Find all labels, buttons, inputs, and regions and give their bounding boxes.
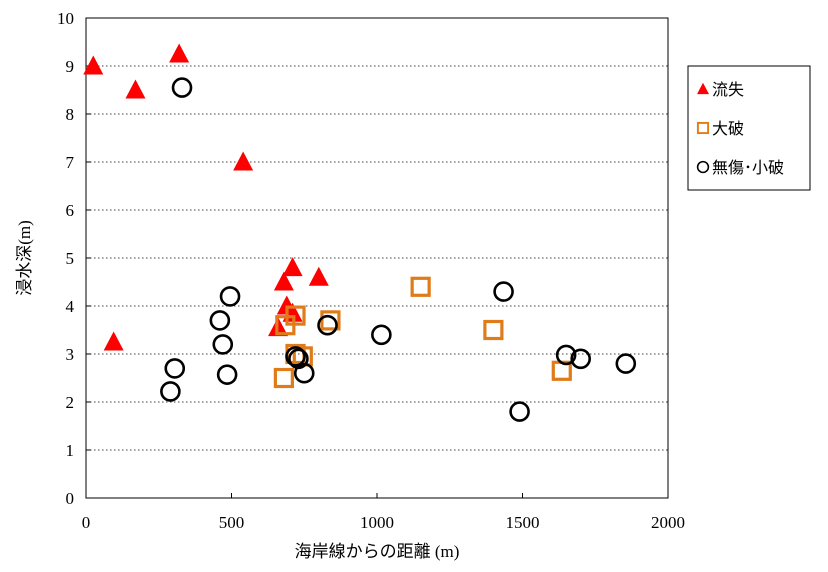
triangle-point [282, 257, 303, 277]
circle-point [216, 364, 238, 385]
circle-point [160, 381, 181, 402]
x-tick-label: 2000 [651, 513, 685, 532]
legend-marker [696, 121, 710, 135]
triangle-point [273, 271, 294, 291]
circle-point [371, 324, 392, 346]
square-point [273, 367, 294, 389]
y-tick-label: 5 [66, 249, 75, 268]
y-tick-label: 7 [66, 153, 75, 172]
data-points [83, 43, 637, 422]
legend-marker [696, 160, 710, 174]
circle-point [171, 77, 193, 98]
triangle-point [125, 79, 146, 99]
series-open-circle [160, 77, 637, 422]
legend-label: 無傷･小破 [712, 159, 784, 177]
gridlines [86, 65, 668, 451]
y-tick-label: 8 [66, 105, 75, 124]
triangle-point [83, 55, 104, 75]
y-tick-label: 0 [66, 489, 75, 508]
circle-point [317, 314, 338, 336]
y-axis-label: 浸水深(m) [15, 220, 34, 296]
circle-point [212, 334, 234, 355]
y-tick-label: 9 [66, 57, 75, 76]
legend-marker [697, 82, 709, 95]
x-tick-label: 1000 [360, 513, 394, 532]
triangle-point [169, 43, 190, 63]
x-tick-label: 500 [219, 513, 245, 532]
y-tick-label: 2 [66, 393, 75, 412]
square-point [320, 310, 341, 331]
triangle-point [233, 151, 254, 171]
square-point [483, 319, 504, 341]
circle-point [493, 281, 514, 302]
circle-point [219, 286, 241, 307]
circle-point [615, 353, 637, 374]
circle-point [285, 346, 306, 367]
circle-point [164, 358, 186, 379]
circle-point [293, 362, 315, 384]
y-tick-label: 10 [57, 9, 74, 28]
y-tick-label: 4 [66, 297, 75, 316]
y-tick-label: 3 [66, 345, 75, 364]
x-tick-label: 1500 [506, 513, 540, 532]
square-point [285, 305, 306, 326]
circle-point [209, 310, 231, 331]
x-tick-label: 0 [82, 513, 91, 532]
triangle-point [308, 266, 329, 286]
triangle-point [103, 331, 124, 351]
x-axis-label: 海岸線からの距離 (m) [295, 542, 460, 561]
square-point [410, 276, 431, 297]
legend-label: 大破 [712, 120, 744, 138]
legend-label: 流失 [712, 81, 744, 99]
y-tick-label: 1 [66, 441, 75, 460]
circle-point [570, 348, 592, 370]
y-tick-label: 6 [66, 201, 75, 220]
circle-point [555, 344, 577, 366]
circle-point [509, 401, 530, 422]
